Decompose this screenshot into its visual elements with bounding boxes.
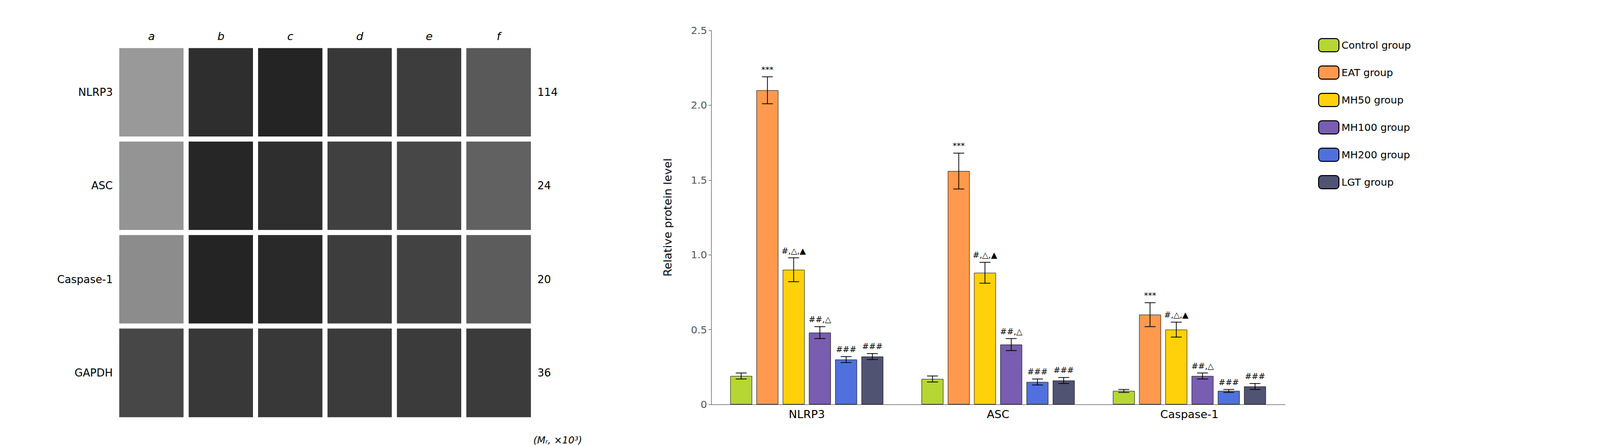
svg-text:##,△: ##,△ [1191,361,1214,372]
svg-text:MH100 group: MH100 group [1341,121,1411,134]
svg-text:0: 0 [700,398,708,411]
svg-text:###: ### [1053,365,1074,376]
svg-text:Caspase-1: Caspase-1 [57,273,113,286]
svg-text:###: ### [861,341,883,352]
svg-text:NLRP3: NLRP3 [78,86,113,99]
svg-text:24: 24 [537,179,552,192]
svg-text:#,△,▲: #,△,▲ [781,246,807,256]
svg-text:NLRP3: NLRP3 [788,408,825,422]
svg-text:GAPDH: GAPDH [74,367,113,380]
svg-text:0.5: 0.5 [690,324,708,337]
svg-text:36: 36 [537,367,552,380]
svg-text:###: ### [1244,371,1266,382]
svg-text:1.0: 1.0 [690,248,708,262]
svg-text:d: d [356,29,364,43]
svg-text:MH50 group: MH50 group [1341,93,1404,107]
svg-text:***: *** [1143,291,1157,301]
svg-text:***: *** [952,141,966,151]
svg-text:1.5: 1.5 [690,174,708,187]
svg-text:###: ### [1218,377,1239,388]
svg-text:Control group: Control group [1341,39,1412,52]
svg-text:ASC: ASC [91,179,113,192]
svg-text:a: a [148,29,155,43]
svg-text:MH200 group: MH200 group [1341,148,1411,162]
svg-text:EAT group: EAT group [1341,66,1393,79]
svg-text:ASC: ASC [986,408,1010,422]
svg-text:b: b [217,29,225,43]
svg-text:##,△: ##,△ [1000,327,1023,337]
svg-text:f: f [496,29,503,43]
svg-text:###: ### [836,344,857,355]
svg-text:***: *** [761,65,774,75]
svg-text:2.0: 2.0 [690,99,708,112]
svg-text:LGT group: LGT group [1341,176,1394,189]
svg-text:c: c [287,29,294,43]
svg-text:(Mᵣ, ×10³): (Mᵣ, ×10³) [533,434,583,445]
svg-text:#,△,▲: #,△,▲ [972,250,998,261]
svg-text:e: e [425,29,433,43]
svg-text:20: 20 [537,273,552,286]
svg-text:Relative protein level: Relative protein level [661,158,675,277]
svg-text:#,△,▲: #,△,▲ [1164,310,1190,320]
svg-text:2.5: 2.5 [690,24,708,37]
svg-text:###: ### [1027,367,1048,377]
svg-text:##,△: ##,△ [808,314,832,325]
svg-text:114: 114 [537,86,558,99]
svg-text:Caspase-1: Caspase-1 [1160,408,1219,422]
